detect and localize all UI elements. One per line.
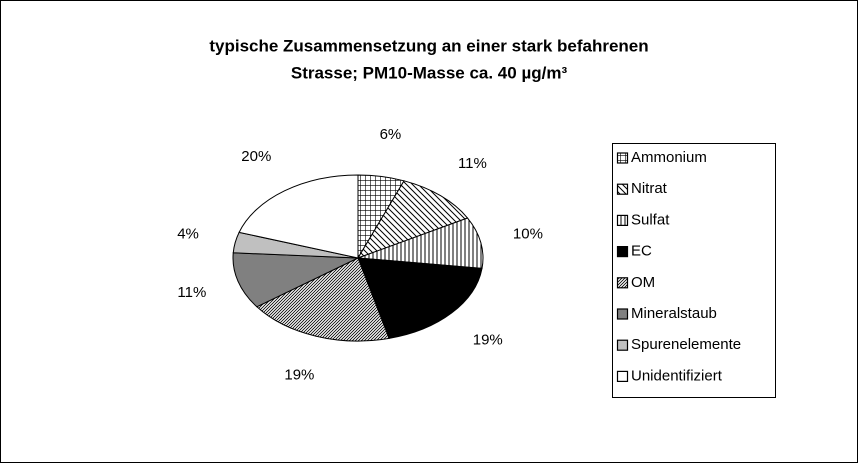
legend-label: OM [631,274,655,291]
data-label: 19% [284,367,314,384]
chart-title: typische Zusammensetzung an einer stark … [209,36,648,55]
legend-swatch [616,308,629,320]
legend-label: Sulfat [631,211,670,228]
legend-label: Mineralstaub [631,305,717,322]
data-label: 11% [177,284,206,301]
data-label: 4% [177,226,199,243]
legend-box [612,143,776,398]
data-label: 20% [241,148,271,165]
legend-label: Nitrat [631,180,668,197]
legend-swatch [616,370,629,382]
pie-slice [232,252,359,308]
legend-swatch [616,152,629,164]
chart-title: Strasse; PM10-Masse ca. 40 µg/m³ [291,63,568,82]
data-label: 11% [458,155,487,172]
legend-label: Ammonium [631,149,707,166]
data-label: 6% [380,126,402,143]
legend-swatch [616,246,629,258]
legend-swatch [616,277,629,289]
legend-swatch [616,183,629,195]
data-label: 19% [473,332,503,349]
legend-swatch [616,214,629,226]
legend-label: Spurenelemente [631,336,741,353]
pie-slice [357,217,484,269]
legend-swatch [616,339,629,351]
pie-slice [238,174,359,259]
pie-slice [255,257,390,342]
pie-slice [357,257,483,339]
data-label: 10% [513,226,543,243]
legend-label: EC [631,243,652,260]
legend-label: Unidentifiziert [631,367,723,384]
pie-slice [356,180,469,259]
